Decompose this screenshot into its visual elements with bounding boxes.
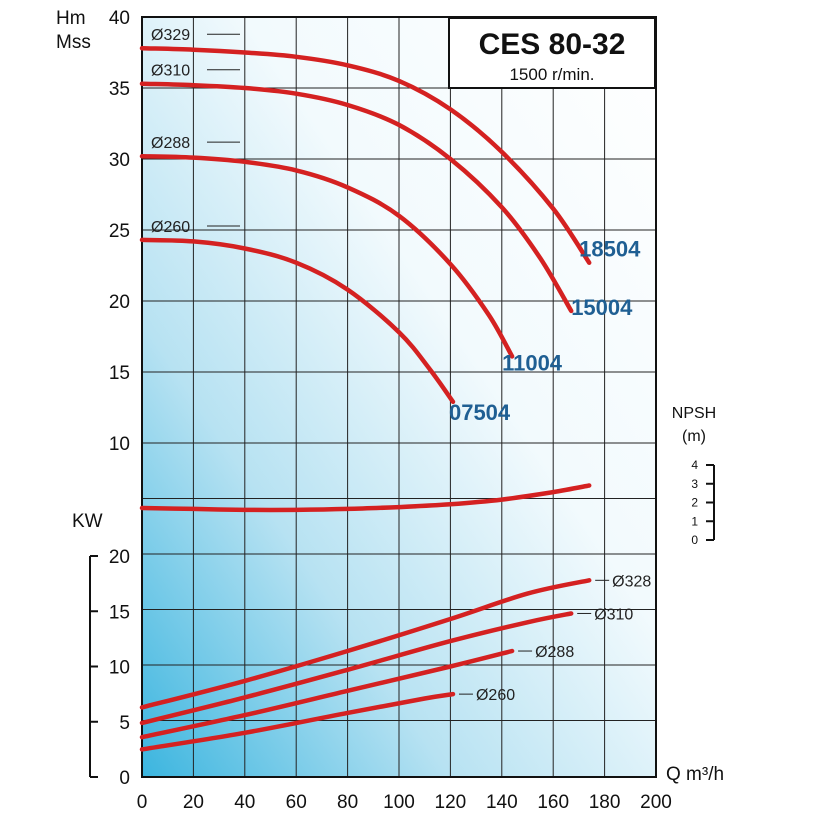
npsh-tick-label: 0: [691, 533, 698, 547]
head-tick-label: 10: [109, 434, 130, 455]
head-curve-diameter-label: Ø310: [151, 63, 190, 80]
npsh-tick-label: 3: [691, 477, 698, 491]
power-tick-label: 10: [109, 658, 130, 679]
model-label: 18504: [579, 237, 641, 262]
head-axis-label-hm: Hm: [56, 8, 86, 29]
power-curve-diameter-label: Ø260: [476, 687, 515, 704]
npsh-axis-label: NPSH: [672, 405, 716, 422]
power-tick-label: 5: [119, 713, 130, 734]
npsh-tick-label: 1: [691, 514, 698, 528]
chart-title: CES 80-32: [479, 28, 626, 61]
model-label: 07504: [449, 400, 511, 425]
power-tick-label: 15: [109, 602, 130, 623]
power-tick-label: 0: [119, 768, 130, 789]
npsh-curve: [139, 483, 592, 513]
npsh-tick-label: 2: [691, 496, 698, 510]
power-curve: [139, 611, 574, 726]
power-tick-label: 20: [109, 547, 130, 568]
x-tick-label: 160: [537, 792, 569, 813]
head-curve: [139, 237, 456, 405]
head-curve-diameter-label: Ø288: [151, 135, 190, 152]
model-label: 11004: [502, 350, 563, 375]
x-tick-label: 40: [234, 792, 255, 813]
head-tick-label: 35: [109, 79, 130, 100]
head-axis-label-mss: Mss: [56, 32, 91, 53]
power-curve-diameter-label: Ø288: [535, 644, 574, 661]
x-tick-label: 120: [435, 792, 467, 813]
head-curve-diameter-label: Ø329: [151, 27, 190, 44]
x-tick-label: 200: [640, 792, 672, 813]
power-axis-label: KW: [72, 511, 103, 532]
head-tick-label: 40: [109, 8, 130, 29]
x-tick-label: 180: [589, 792, 621, 813]
x-tick-label: 0: [137, 792, 148, 813]
chart-subtitle: 1500 r/min.: [509, 65, 594, 84]
power-curve-diameter-label: Ø310: [594, 606, 633, 623]
power-curve-diameter-label: Ø328: [612, 573, 651, 590]
power-curve: [139, 578, 592, 710]
head-curve: [139, 45, 592, 265]
x-tick-label: 80: [337, 792, 358, 813]
npsh-tick-label: 4: [691, 458, 698, 472]
plot-border: [141, 16, 657, 778]
x-tick-label: 20: [183, 792, 204, 813]
head-curve-diameter-label: Ø260: [151, 219, 190, 236]
head-curve: [139, 153, 515, 359]
power-curve: [139, 648, 515, 740]
axis-ticks: 0 20 40 60 80 100 120 140 160 180 2001015202530354…: [89, 8, 715, 813]
power-curve: [139, 691, 456, 752]
x-tick-label: 140: [486, 792, 518, 813]
head-tick-label: 30: [109, 150, 130, 171]
model-label: 15004: [571, 295, 633, 320]
title-box: CES 80-32 1500 r/min.: [448, 17, 656, 89]
curves: [139, 45, 592, 752]
grid: [142, 17, 656, 777]
head-tick-label: 20: [109, 292, 130, 313]
head-tick-label: 15: [109, 363, 130, 384]
x-tick-label: 100: [383, 792, 415, 813]
curve-labels: Ø329 18504 Ø310 15004 Ø288 11004 Ø260 07504 Ø328…: [151, 27, 651, 704]
head-tick-label: 25: [109, 221, 130, 242]
x-tick-label: 60: [286, 792, 307, 813]
x-axis-label: Q m³/h: [666, 764, 724, 785]
head-curve: [139, 81, 574, 314]
npsh-axis-unit: (m): [682, 428, 706, 445]
